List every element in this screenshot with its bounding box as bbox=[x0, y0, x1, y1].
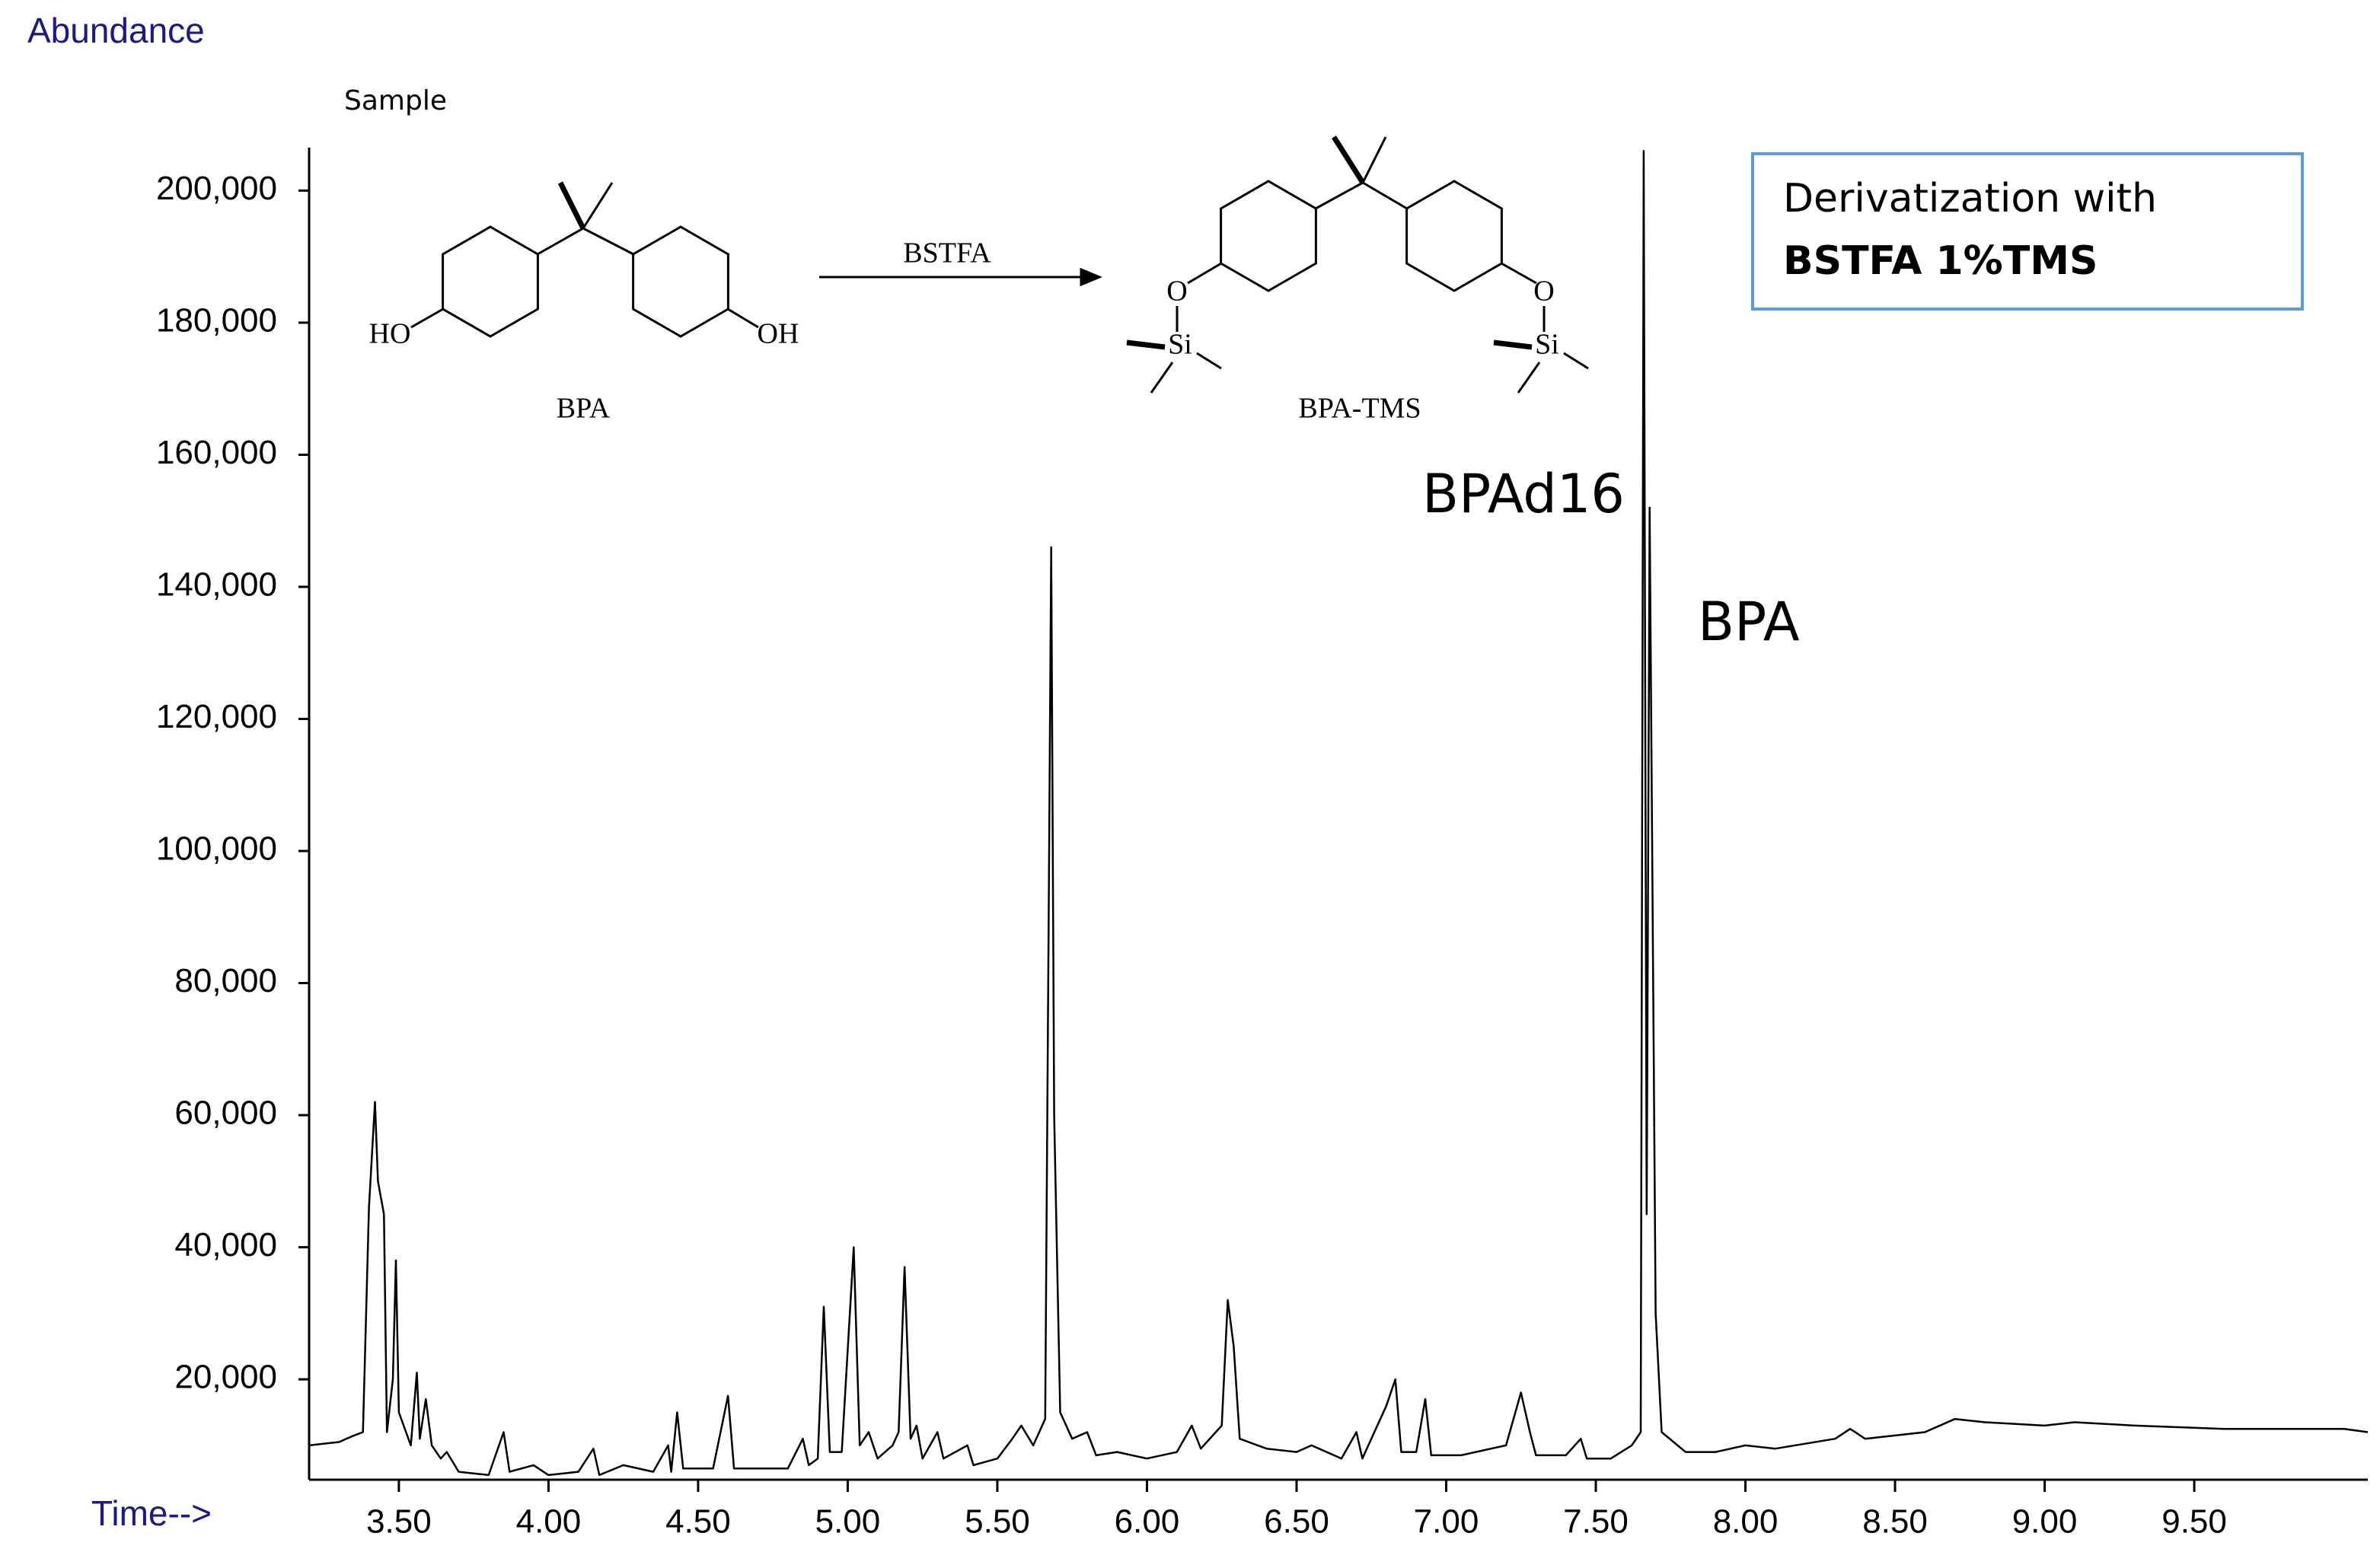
group: O bbox=[1533, 276, 1554, 308]
ring bbox=[442, 225, 539, 338]
bond bbox=[1315, 181, 1364, 210]
product: BPA-TMS bbox=[1298, 393, 1421, 425]
group: OH bbox=[758, 318, 799, 350]
y-tick-label: 40,000 bbox=[174, 1226, 277, 1264]
bond bbox=[410, 308, 444, 329]
bond bbox=[557, 181, 586, 230]
x-tick-label: 5.50 bbox=[965, 1503, 1030, 1541]
y-tick-label: 200,000 bbox=[156, 170, 277, 207]
y-axis-label: Abundance bbox=[27, 11, 205, 50]
x-tick-label: 6.00 bbox=[1115, 1503, 1180, 1541]
x-tick-label: 8.50 bbox=[1862, 1503, 1928, 1541]
y-tick-label: 160,000 bbox=[156, 434, 277, 471]
x-tick-label: 9.50 bbox=[2161, 1503, 2227, 1541]
x-tick-label: 8.00 bbox=[1713, 1503, 1779, 1541]
group: HO bbox=[369, 318, 411, 350]
y-tick-label: 140,000 bbox=[156, 566, 277, 604]
ring bbox=[1220, 180, 1317, 292]
ring bbox=[632, 225, 729, 338]
trace bbox=[308, 150, 2369, 1477]
bond bbox=[537, 227, 584, 256]
x-tick-label: 3.50 bbox=[366, 1503, 432, 1541]
x-tick-label: 5.00 bbox=[815, 1503, 881, 1541]
y-tick-label: 120,000 bbox=[156, 698, 277, 735]
ring bbox=[1405, 180, 1503, 292]
reaction-scheme: BSTFA BPA BPA-TMS HO OH O Si O Si bbox=[369, 135, 1589, 425]
y-tick-label: 60,000 bbox=[174, 1095, 277, 1132]
arrow-head bbox=[1080, 267, 1102, 287]
info-text: BSTFA 1%TMS bbox=[1783, 238, 2098, 284]
bond bbox=[582, 227, 634, 256]
x-tick-label: 6.50 bbox=[1264, 1503, 1329, 1541]
reactant: BPA bbox=[557, 393, 611, 425]
x-axis-label: Time--> bbox=[91, 1493, 212, 1533]
bond bbox=[1126, 339, 1166, 350]
bond bbox=[1563, 352, 1589, 370]
y-tick-label: 20,000 bbox=[174, 1359, 277, 1396]
bond bbox=[1150, 362, 1174, 394]
y-tick-label: 80,000 bbox=[174, 962, 277, 999]
x-tick-label: 4.50 bbox=[665, 1503, 731, 1541]
group: Si bbox=[1535, 329, 1559, 361]
y-tick-label: 100,000 bbox=[156, 830, 277, 868]
x-tick-label: 4.00 bbox=[516, 1503, 582, 1541]
info-box bbox=[1751, 152, 2304, 311]
bond bbox=[1187, 262, 1222, 285]
subtitle: Sample bbox=[344, 85, 447, 116]
bond bbox=[1196, 352, 1222, 370]
bond bbox=[1501, 262, 1537, 285]
bond bbox=[582, 182, 614, 229]
bond bbox=[1332, 135, 1365, 184]
y-tick-label: 180,000 bbox=[156, 302, 277, 339]
bond bbox=[1362, 181, 1408, 210]
group: O bbox=[1166, 276, 1187, 308]
reagent: BSTFA bbox=[903, 237, 991, 269]
bond bbox=[1361, 136, 1387, 183]
x-tick-label: 9.00 bbox=[2012, 1503, 2078, 1541]
peak-annotation: BPA bbox=[1698, 591, 1800, 653]
x-tick-label: 7.50 bbox=[1563, 1503, 1629, 1541]
bond bbox=[727, 308, 759, 329]
x-tick-label: 7.00 bbox=[1414, 1503, 1479, 1541]
peak-annotation: BPAd16 bbox=[1422, 463, 1625, 525]
bond bbox=[1493, 339, 1533, 350]
bond bbox=[1517, 362, 1541, 394]
info-text: Derivatization with bbox=[1783, 176, 2157, 221]
group: Si bbox=[1168, 329, 1192, 361]
